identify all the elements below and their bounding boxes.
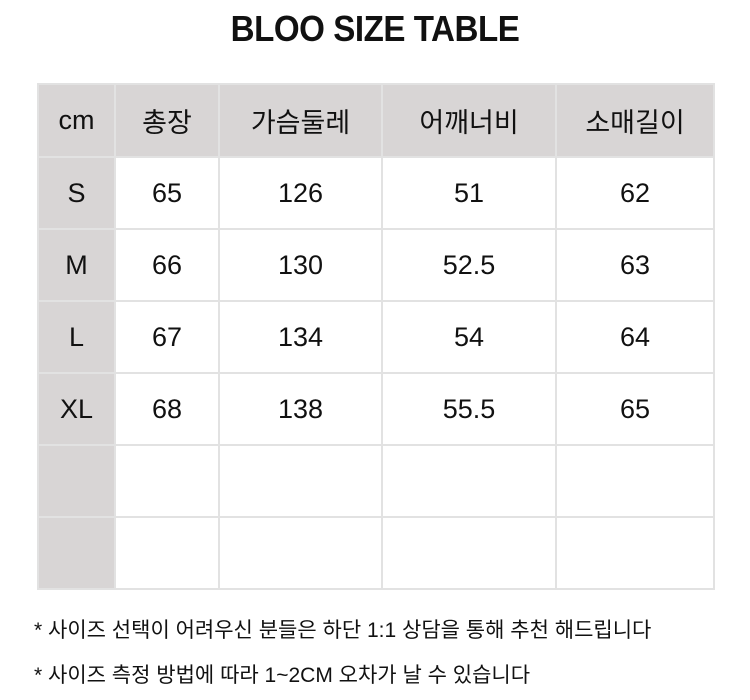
table-row	[37, 516, 715, 590]
measurement-cell: 66	[114, 228, 220, 302]
measurement-cell: 67	[114, 300, 220, 374]
measurement-cell: 64	[555, 300, 715, 374]
measurement-cell	[555, 516, 715, 590]
note-measurement-error: * 사이즈 측정 방법에 따라 1~2CM 오차가 날 수 있습니다	[34, 664, 531, 687]
size-table: cm 총장 가슴둘레 어깨너비 소매길이 S 65 126 51 62 M 66 130 52.…	[37, 83, 715, 590]
measurement-cell: 55.5	[381, 372, 557, 446]
measurement-cell: 65	[114, 156, 220, 230]
measurement-cell: 138	[218, 372, 383, 446]
measurement-cell	[114, 516, 220, 590]
header-cell: 소매길이	[555, 83, 715, 158]
size-label-cell: M	[37, 228, 116, 302]
page-title: BLOO SIZE TABLE	[230, 8, 520, 49]
size-label-cell: S	[37, 156, 116, 230]
table-row: L 67 134 54 64	[37, 300, 715, 374]
measurement-cell: 62	[555, 156, 715, 230]
measurement-cell: 54	[381, 300, 557, 374]
measurement-cell	[381, 516, 557, 590]
table-row: M 66 130 52.5 63	[37, 228, 715, 302]
measurement-cell	[218, 444, 383, 518]
measurement-cell: 52.5	[381, 228, 557, 302]
measurement-cell	[114, 444, 220, 518]
measurement-cell: 65	[555, 372, 715, 446]
measurement-cell	[555, 444, 715, 518]
table-row	[37, 444, 715, 518]
measurement-cell: 63	[555, 228, 715, 302]
size-label-cell	[37, 444, 116, 518]
measurement-cell: 130	[218, 228, 383, 302]
measurement-cell	[381, 444, 557, 518]
header-cell: 가슴둘레	[218, 83, 383, 158]
table-header-row: cm 총장 가슴둘레 어깨너비 소매길이	[37, 83, 715, 158]
table-row: S 65 126 51 62	[37, 156, 715, 230]
size-label-cell	[37, 516, 116, 590]
size-label-cell: XL	[37, 372, 116, 446]
table-row: XL 68 138 55.5 65	[37, 372, 715, 446]
header-cell: cm	[37, 83, 116, 158]
measurement-cell: 134	[218, 300, 383, 374]
measurement-cell	[218, 516, 383, 590]
measurement-cell: 126	[218, 156, 383, 230]
measurement-cell: 51	[381, 156, 557, 230]
measurement-cell: 68	[114, 372, 220, 446]
size-label-cell: L	[37, 300, 116, 374]
header-cell: 어깨너비	[381, 83, 557, 158]
header-cell: 총장	[114, 83, 220, 158]
note-recommendation: * 사이즈 선택이 어려우신 분들은 하단 1:1 상담을 통해 추천 해드립니…	[34, 619, 652, 642]
